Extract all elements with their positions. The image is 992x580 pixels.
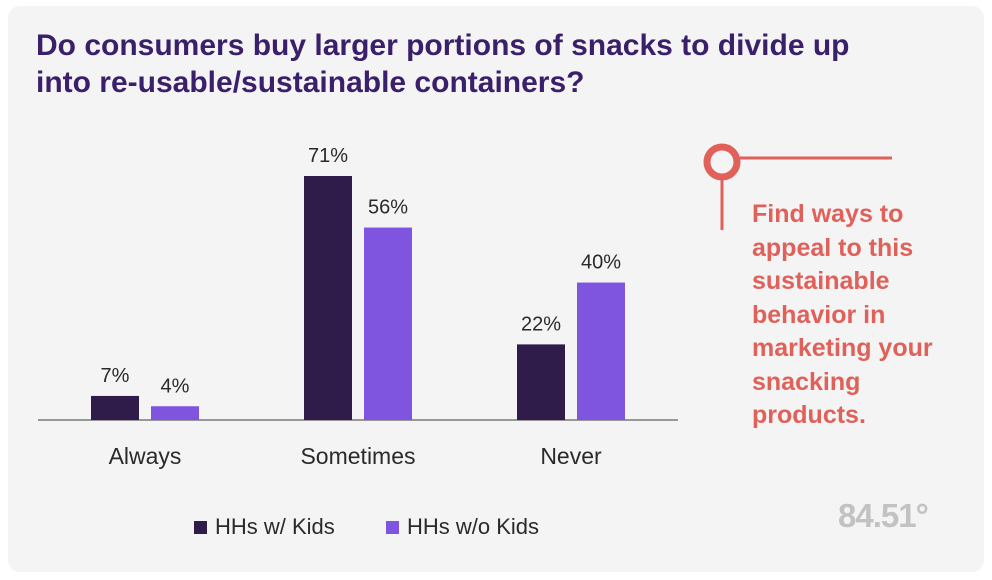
callout-text: Find ways to appeal to this sustainable …	[752, 200, 933, 429]
bar-always-hhs-w-kids	[91, 395, 139, 420]
data-label-sometimes-hhs-w-kids: 71%	[308, 145, 348, 167]
legend-label-hhs-w-kids: HHs w/ Kids	[215, 514, 335, 539]
bar-sometimes-hhs-w-o-kids	[364, 227, 412, 420]
legend-label-hhs-w-o-kids: HHs w/o Kids	[407, 514, 539, 539]
callout-marker	[703, 143, 892, 230]
legend-swatch-hhs-w-kids	[194, 521, 207, 534]
bar-never-hhs-w-kids	[517, 344, 565, 420]
brand-logo: 84.51°	[838, 497, 929, 534]
data-label-never-hhs-w-kids: 22%	[521, 313, 561, 335]
x-tick-label-sometimes: Sometimes	[300, 443, 415, 469]
x-tick-label-never: Never	[540, 443, 602, 469]
x-tick-label-always: Always	[109, 443, 182, 469]
bar-never-hhs-w-o-kids	[577, 282, 625, 420]
legend-swatch-hhs-w-o-kids	[386, 521, 399, 534]
data-label-sometimes-hhs-w-o-kids: 56%	[368, 197, 408, 219]
chart-title: Do consumers buy larger portions of snac…	[36, 29, 850, 99]
callout-circle-icon	[703, 143, 741, 181]
chart-card	[8, 6, 984, 572]
data-label-always-hhs-w-kids: 7%	[101, 365, 130, 387]
data-label-never-hhs-w-o-kids: 40%	[581, 252, 621, 274]
bar-sometimes-hhs-w-kids	[304, 176, 352, 420]
data-label-always-hhs-w-o-kids: 4%	[161, 375, 190, 397]
bar-always-hhs-w-o-kids	[151, 406, 199, 420]
